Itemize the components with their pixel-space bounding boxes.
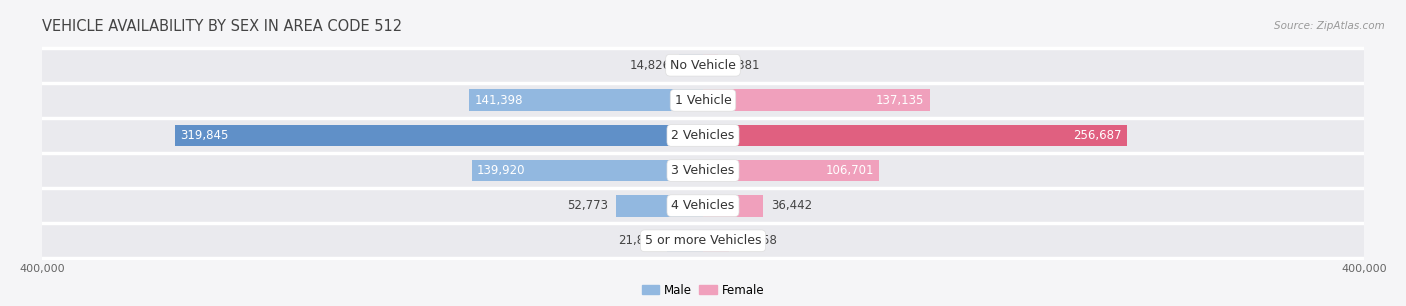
Text: 3 Vehicles: 3 Vehicles	[672, 164, 734, 177]
Text: 1 Vehicle: 1 Vehicle	[675, 94, 731, 107]
Text: 52,773: 52,773	[567, 199, 607, 212]
Text: 4 Vehicles: 4 Vehicles	[672, 199, 734, 212]
Text: 5 or more Vehicles: 5 or more Vehicles	[645, 234, 761, 247]
FancyBboxPatch shape	[42, 118, 1364, 153]
Text: 9,381: 9,381	[727, 59, 759, 72]
Bar	[703, 54, 718, 76]
Bar	[703, 89, 929, 111]
Bar	[703, 195, 763, 217]
Bar	[703, 230, 730, 252]
Text: 36,442: 36,442	[770, 199, 813, 212]
Text: 256,687: 256,687	[1073, 129, 1122, 142]
Bar	[703, 125, 1128, 146]
Text: Source: ZipAtlas.com: Source: ZipAtlas.com	[1274, 21, 1385, 32]
Bar	[174, 125, 703, 146]
Text: 137,135: 137,135	[876, 94, 924, 107]
FancyBboxPatch shape	[42, 48, 1364, 82]
Text: 15,758: 15,758	[737, 234, 778, 247]
Bar	[666, 230, 703, 252]
Text: 141,398: 141,398	[475, 94, 523, 107]
Text: 2 Vehicles: 2 Vehicles	[672, 129, 734, 142]
Text: VEHICLE AVAILABILITY BY SEX IN AREA CODE 512: VEHICLE AVAILABILITY BY SEX IN AREA CODE…	[42, 19, 402, 34]
Bar	[616, 195, 703, 217]
FancyBboxPatch shape	[42, 153, 1364, 188]
Text: 139,920: 139,920	[477, 164, 526, 177]
Text: 14,826: 14,826	[630, 59, 671, 72]
Text: 319,845: 319,845	[180, 129, 228, 142]
FancyBboxPatch shape	[42, 83, 1364, 118]
Bar	[679, 54, 703, 76]
Text: No Vehicle: No Vehicle	[671, 59, 735, 72]
Bar	[472, 160, 703, 181]
Text: 106,701: 106,701	[825, 164, 875, 177]
FancyBboxPatch shape	[42, 224, 1364, 258]
FancyBboxPatch shape	[42, 188, 1364, 223]
Legend: Male, Female: Male, Female	[637, 279, 769, 301]
Text: 21,895: 21,895	[617, 234, 659, 247]
Bar	[470, 89, 703, 111]
Bar	[703, 160, 879, 181]
